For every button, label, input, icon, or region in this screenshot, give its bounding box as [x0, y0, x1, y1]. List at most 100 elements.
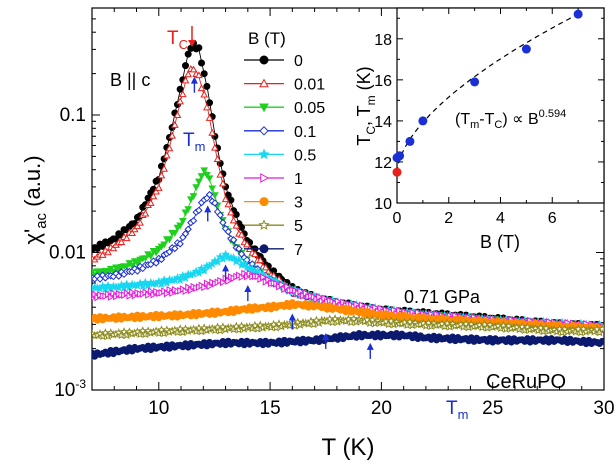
data-point	[189, 217, 198, 225]
fit-label-end: ) ∝ B	[502, 111, 538, 128]
data-point	[251, 250, 259, 258]
data-point	[213, 257, 223, 266]
data-point	[203, 171, 211, 179]
data-point	[133, 222, 142, 230]
inset-tm-point	[405, 136, 415, 146]
data-point	[219, 179, 227, 187]
data-point	[181, 230, 190, 238]
tc-label-main: T	[167, 28, 179, 49]
data-point	[480, 319, 490, 329]
data-point	[205, 113, 214, 121]
main-series-group	[92, 39, 604, 360]
tm-label-bottom-sub: m	[458, 407, 469, 422]
data-point	[200, 90, 209, 98]
data-point	[259, 78, 269, 88]
inset-tm-point	[418, 116, 428, 126]
inset-x-tick-label: 6	[548, 210, 557, 227]
data-point	[200, 167, 209, 175]
main-x-tick-label: 30	[593, 398, 614, 419]
data-point	[141, 255, 150, 263]
legend-entry: 0.01	[244, 77, 325, 94]
tm-label-top-main: T	[183, 130, 195, 151]
data-point	[196, 326, 207, 336]
data-point	[195, 206, 203, 215]
legend-label: 0.01	[294, 77, 325, 94]
data-point	[165, 248, 174, 256]
data-point	[206, 99, 214, 107]
data-point	[211, 199, 219, 207]
tm-arrow-head	[204, 205, 212, 213]
legend-label: 0	[294, 53, 303, 70]
legend-entry: 0.5	[244, 147, 316, 164]
data-point	[259, 244, 269, 254]
data-point	[165, 236, 174, 244]
inset-y-label-t2: , T	[354, 105, 374, 126]
legend-label: 3	[294, 195, 303, 212]
tm-arrow-head	[322, 332, 330, 340]
data-point	[104, 248, 112, 256]
data-point	[186, 196, 195, 204]
tm-arrow-head	[190, 76, 198, 84]
main-x-tick-label: 10	[148, 398, 169, 419]
data-point	[198, 59, 206, 67]
data-point	[184, 50, 192, 58]
data-point	[211, 192, 219, 200]
data-point	[197, 173, 206, 181]
tc-arrow-head	[188, 40, 196, 47]
legend-label: 0.05	[294, 100, 325, 117]
data-point	[165, 144, 174, 152]
tc-label: TC	[167, 28, 188, 52]
legend-entry: 3	[244, 195, 303, 212]
data-point	[211, 143, 219, 151]
data-point	[234, 255, 244, 264]
legend-label: 0.5	[294, 147, 316, 164]
data-point	[199, 265, 209, 275]
data-point	[208, 128, 217, 136]
legend-entry: 0.05	[244, 100, 325, 117]
data-point	[170, 120, 179, 128]
data-point	[98, 250, 107, 258]
data-point	[170, 229, 179, 237]
legend-label: 7	[294, 242, 303, 259]
pressure-label: 0.71 GPa	[404, 287, 481, 307]
data-point	[194, 268, 204, 277]
main-x-axis-label: T (K)	[322, 434, 375, 461]
data-point	[498, 320, 508, 330]
tm-label-top-sub: m	[195, 139, 206, 154]
data-point	[598, 337, 604, 345]
data-point	[595, 327, 604, 337]
main-y-tick-label: 10-3	[54, 377, 86, 401]
data-point	[175, 275, 185, 285]
legend-entry: 0	[244, 53, 303, 70]
field-direction-label: B || c	[110, 70, 150, 90]
tc-label-sub: C	[179, 37, 188, 52]
series-5	[92, 313, 604, 341]
tm-arrow-head	[222, 264, 230, 272]
fit-label-mid: -T	[479, 111, 494, 128]
data-point	[259, 55, 269, 65]
inset-y-tick-label: 12	[374, 155, 392, 172]
inset-y-tick-label: 10	[374, 196, 392, 213]
inset-fit-label: (Tm-TC) ∝ B0.594	[455, 108, 566, 131]
fit-label-exp: 0.594	[539, 108, 567, 120]
data-point	[171, 244, 179, 253]
data-point	[154, 183, 163, 191]
tm-arrow-head	[366, 342, 374, 350]
data-point	[189, 65, 198, 73]
legend-entry: 0.1	[244, 124, 316, 141]
fit-label-main: (T	[455, 111, 470, 128]
data-point	[597, 324, 604, 333]
data-point	[216, 211, 224, 219]
main-x-tick-label: 25	[482, 398, 503, 419]
inset-x-tick-label: 4	[496, 210, 505, 227]
data-point	[258, 148, 270, 160]
tm-arrow-head	[244, 285, 252, 293]
data-point	[195, 178, 203, 186]
data-point	[192, 184, 201, 192]
data-point	[243, 240, 251, 248]
compound-label: CeRuPO	[486, 371, 566, 393]
legend-label: 0.1	[294, 124, 316, 141]
main-x-tick-label: 20	[371, 398, 392, 419]
data-point	[133, 267, 142, 275]
